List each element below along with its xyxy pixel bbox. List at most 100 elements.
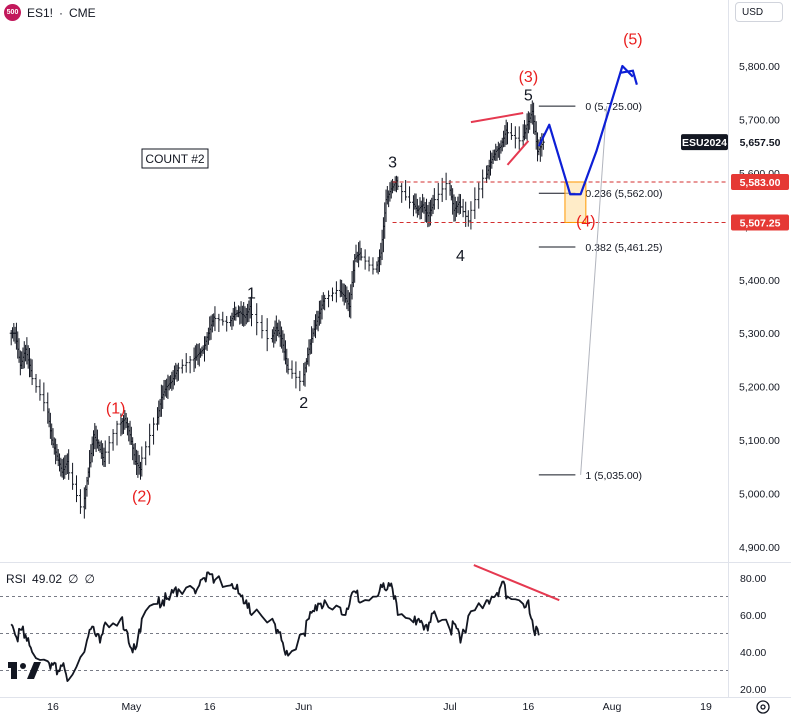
price-bar bbox=[404, 180, 408, 201]
rsi-value: 49.02 bbox=[32, 572, 63, 586]
price-bar bbox=[103, 440, 107, 467]
price-tag: ESU2024 bbox=[681, 134, 728, 151]
fib-level-label: 0.236 (5,562.00) bbox=[585, 188, 662, 200]
rsi-line bbox=[10, 571, 540, 683]
rsi-tick-label: 20.00 bbox=[740, 684, 766, 696]
price-bar bbox=[371, 257, 375, 275]
price-bar bbox=[290, 360, 294, 379]
header-separator: · bbox=[59, 5, 64, 20]
price-bar bbox=[323, 294, 327, 311]
price-bar bbox=[38, 379, 42, 401]
price-tick-label: 5,700.00 bbox=[739, 114, 780, 126]
price-bar bbox=[148, 423, 152, 456]
rsi-tick-label: 40.00 bbox=[740, 647, 766, 659]
wave-label: 5 bbox=[524, 88, 533, 105]
wave-label: 4 bbox=[456, 248, 465, 265]
fib-level-label: 0 (5,725.00) bbox=[585, 101, 642, 113]
price-tag-bg bbox=[731, 173, 789, 190]
price-bar bbox=[260, 315, 264, 339]
price-tick-label: 5,300.00 bbox=[739, 328, 780, 340]
price-bar bbox=[255, 303, 259, 336]
price-bar bbox=[334, 281, 338, 303]
price-bar bbox=[367, 256, 371, 272]
price-bar bbox=[111, 429, 115, 451]
wave-label: (5) bbox=[623, 32, 643, 49]
price-bar bbox=[509, 123, 513, 140]
price-bar bbox=[513, 126, 517, 149]
price-bar bbox=[250, 296, 254, 327]
settings-ring bbox=[756, 700, 770, 714]
rsi-header: RSI 49.02 ∅ ∅ bbox=[6, 572, 95, 586]
price-bar bbox=[217, 313, 221, 332]
time-tick-label: Aug bbox=[603, 701, 622, 713]
price-bar bbox=[481, 169, 485, 199]
rsi-param-2: ∅ bbox=[84, 572, 95, 586]
settings-icon[interactable] bbox=[756, 700, 770, 714]
time-tick-label: May bbox=[121, 701, 142, 713]
rsi-axis-ticks: 80.00 60.00 40.00 20.00 bbox=[740, 573, 766, 696]
fib-trend-line bbox=[580, 106, 608, 475]
count-annotation: COUNT #2 bbox=[141, 148, 209, 169]
price-tag: 5,583.00 bbox=[731, 173, 789, 190]
logo-part bbox=[27, 662, 41, 679]
price-tag-text: 5,583.00 bbox=[740, 177, 781, 189]
price-tick-label: 4,900.00 bbox=[739, 542, 780, 554]
price-bar bbox=[294, 361, 298, 389]
fib-level-label: 0.382 (5,461.25) bbox=[585, 242, 662, 254]
price-bar bbox=[432, 188, 436, 210]
price-bar bbox=[396, 176, 400, 190]
price-tick-label: 5,400.00 bbox=[739, 275, 780, 287]
logo-part bbox=[20, 663, 26, 669]
price-bar bbox=[400, 183, 404, 203]
price-tag-text: 5,657.50 bbox=[740, 137, 781, 149]
price-bar bbox=[107, 435, 111, 464]
price-bar bbox=[42, 382, 46, 412]
rsi-divergence-line bbox=[473, 564, 560, 602]
logo-part bbox=[8, 662, 17, 679]
price-bar bbox=[71, 462, 75, 490]
price-bar bbox=[327, 290, 331, 308]
wave-label: (1) bbox=[106, 400, 126, 417]
wave-label: (2) bbox=[132, 489, 152, 506]
price-bar bbox=[78, 489, 82, 514]
price-tag-bg bbox=[731, 214, 789, 231]
price-bar bbox=[477, 182, 481, 209]
currency-button[interactable]: USD bbox=[735, 2, 783, 22]
fib-level-label: 1 (5,035.00) bbox=[585, 470, 642, 482]
price-bar bbox=[75, 475, 79, 503]
symbol-badge: 500 bbox=[4, 4, 21, 21]
projection-arrow-icon bbox=[620, 69, 638, 85]
price-bar bbox=[330, 287, 334, 302]
time-tick-label: Jun bbox=[295, 701, 312, 713]
price-tag-text: 5,507.25 bbox=[740, 217, 781, 229]
price-axis-ticks: 5,800.005,700.005,600.005,500.005,400.00… bbox=[739, 61, 780, 554]
price-bar bbox=[298, 370, 302, 392]
price-bar bbox=[436, 182, 440, 210]
price-wedge-line bbox=[506, 140, 530, 166]
price-tag-bg bbox=[731, 134, 789, 151]
wave-label: 3 bbox=[388, 155, 397, 172]
symbol-name[interactable]: ES1! bbox=[27, 5, 54, 20]
time-tick-label: 19 bbox=[700, 701, 712, 713]
price-tick-label: 5,800.00 bbox=[739, 61, 780, 73]
price-bar bbox=[363, 249, 367, 270]
price-bar bbox=[176, 362, 180, 381]
exchange-name: CME bbox=[69, 5, 96, 20]
price-bar bbox=[180, 359, 184, 374]
wave-label: (4) bbox=[576, 213, 596, 230]
price-bar bbox=[184, 353, 188, 373]
price-bar bbox=[461, 198, 465, 218]
time-axis-ticks: 16 May 16 Jun Jul 16 Aug 19 bbox=[47, 701, 712, 713]
price-divergence-line bbox=[470, 112, 524, 124]
price-bar bbox=[469, 201, 473, 230]
price-bar bbox=[213, 306, 217, 332]
price-bar bbox=[505, 122, 509, 145]
price-bar bbox=[444, 172, 448, 201]
time-tick-label: 16 bbox=[204, 701, 216, 713]
wave-label: 2 bbox=[299, 395, 308, 412]
price-tag: 5,657.50 bbox=[731, 134, 789, 151]
rsi-label[interactable]: RSI bbox=[6, 572, 27, 586]
price-bar bbox=[144, 441, 148, 466]
